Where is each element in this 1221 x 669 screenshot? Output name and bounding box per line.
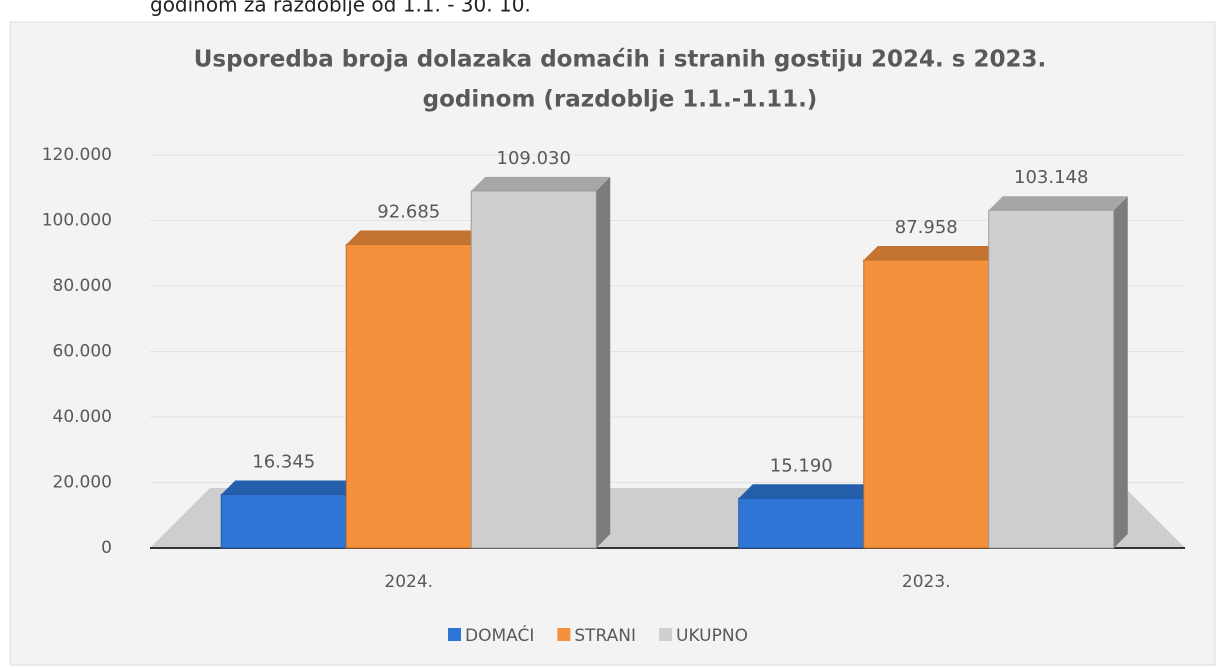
bar-top [346,230,486,245]
legend-swatch [557,628,571,641]
x-tick-label: 2023. [902,572,951,592]
bar-side [1113,196,1128,548]
value-label: 109.030 [497,148,571,169]
caption: godinom za razdoblje od 1.1. - 30. 10. [150,0,531,17]
legend-swatch [659,628,673,641]
bar [220,493,347,549]
legend-label: STRANI [574,626,636,646]
value-label: 16.345 [252,451,315,472]
value-label: 92.685 [377,201,440,222]
legend-label: UKUPNO [676,626,748,646]
bar-top [221,480,361,495]
y-tick-label: 100.000 [42,211,112,231]
bar-side [596,176,611,548]
value-label: 87.958 [895,217,958,238]
bar-top [863,245,1003,260]
y-tick-label: 120.000 [42,145,112,165]
bar [738,497,865,549]
chart-title: godinom (razdoblje 1.1.-1.11.) [423,87,818,113]
y-tick-label: 20.000 [53,473,112,493]
value-label: 103.148 [1014,167,1088,188]
bar [345,243,472,549]
y-tick-label: 60.000 [53,342,112,362]
bar [863,259,990,549]
bar-top [988,196,1128,211]
y-tick-label: 0 [101,538,112,558]
bar [470,190,597,549]
legend-swatch [448,628,461,641]
y-tick-label: 80.000 [53,276,112,296]
y-tick-label: 40.000 [53,407,112,427]
bar-top [471,176,611,191]
bar [988,209,1115,549]
bar-top [738,484,878,499]
value-label: 15.190 [770,455,833,476]
legend-label: DOMAĆI [465,624,534,646]
x-tick-label: 2024. [384,572,433,592]
chart-title: Usporedba broja dolazaka domaćih i stran… [194,47,1046,73]
